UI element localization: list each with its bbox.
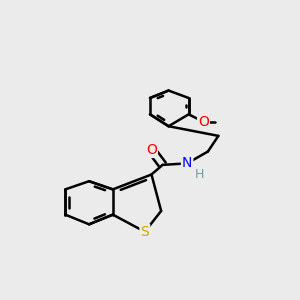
Text: H: H [195, 168, 205, 181]
Text: O: O [198, 115, 209, 129]
Text: N: N [182, 156, 192, 170]
Text: S: S [140, 225, 149, 239]
Text: O: O [146, 143, 157, 157]
